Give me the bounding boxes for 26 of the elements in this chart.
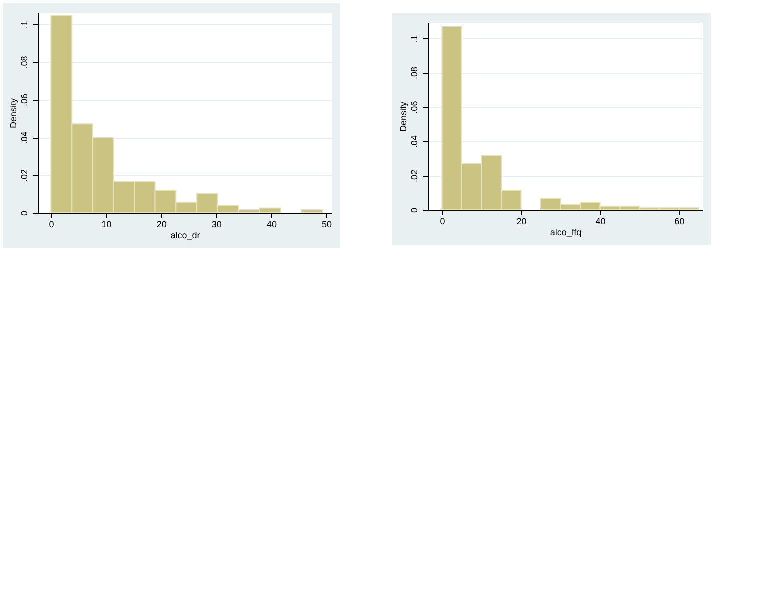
y-tick-label: 0 — [20, 210, 30, 216]
y-tick-label: .1 — [410, 35, 420, 43]
x-tick-label: 50 — [322, 220, 332, 230]
x-tick-label: 20 — [156, 220, 167, 230]
x-tick-label: 30 — [212, 220, 222, 230]
x-tick-label: 40 — [596, 216, 606, 226]
x-tick-label: 10 — [102, 220, 112, 230]
y-tick-label: .06 — [410, 101, 420, 114]
x-tick-label: 0 — [440, 216, 446, 226]
y-tick-label: 0 — [410, 208, 420, 214]
y-tick-label: .1 — [20, 21, 30, 29]
y-tick-label: .04 — [20, 132, 30, 144]
x-tick-label: 20 — [516, 216, 527, 226]
y-axis-title: Density — [398, 102, 408, 132]
y-axis-title: Density — [8, 98, 18, 129]
y-tick-label: .02 — [410, 170, 420, 182]
y-tick-label: .06 — [20, 94, 30, 107]
y-tick-label: .02 — [20, 170, 30, 182]
x-tick-label: 40 — [266, 220, 277, 230]
x-axis-title: alco_ffq — [550, 228, 582, 238]
x-tick-label: 60 — [674, 216, 685, 226]
y-tick-label: .08 — [410, 66, 420, 80]
x-axis-title: alco_dr — [170, 230, 200, 240]
y-tick-label: .08 — [20, 56, 30, 69]
y-tick-label: .04 — [410, 136, 420, 148]
x-tick-label: 0 — [49, 220, 54, 230]
